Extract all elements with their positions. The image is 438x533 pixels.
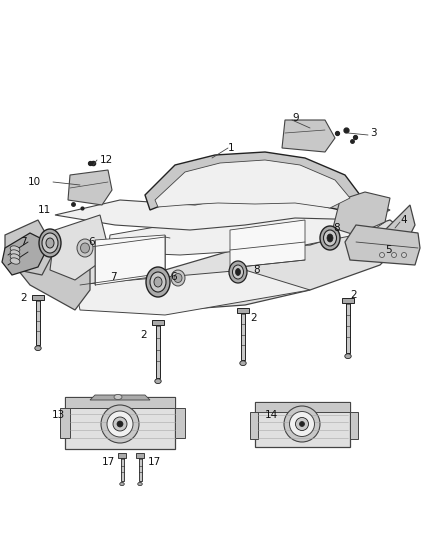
- Ellipse shape: [174, 273, 182, 282]
- Ellipse shape: [39, 229, 61, 257]
- Ellipse shape: [284, 406, 320, 442]
- Ellipse shape: [236, 269, 240, 276]
- Ellipse shape: [101, 405, 139, 443]
- Text: 2: 2: [250, 313, 257, 323]
- Text: 5: 5: [385, 245, 392, 255]
- Text: 11: 11: [38, 205, 51, 215]
- Ellipse shape: [171, 270, 185, 286]
- Ellipse shape: [392, 253, 396, 257]
- Polygon shape: [65, 397, 175, 408]
- Polygon shape: [55, 190, 390, 230]
- Ellipse shape: [81, 243, 89, 253]
- Text: 8: 8: [253, 265, 260, 275]
- Ellipse shape: [10, 250, 20, 256]
- Ellipse shape: [379, 253, 385, 257]
- Polygon shape: [138, 457, 141, 481]
- Ellipse shape: [138, 482, 142, 486]
- Polygon shape: [156, 325, 160, 378]
- Text: 2: 2: [20, 293, 27, 303]
- Ellipse shape: [345, 354, 351, 359]
- Ellipse shape: [155, 379, 161, 384]
- Ellipse shape: [117, 421, 123, 427]
- Polygon shape: [118, 453, 126, 457]
- Polygon shape: [155, 160, 350, 208]
- Text: 2: 2: [350, 290, 357, 300]
- Polygon shape: [75, 270, 310, 315]
- Ellipse shape: [113, 417, 127, 431]
- Polygon shape: [5, 220, 55, 275]
- Bar: [250, 412, 258, 439]
- Polygon shape: [230, 220, 305, 268]
- Ellipse shape: [146, 267, 170, 297]
- Bar: [175, 408, 185, 438]
- Text: 7: 7: [110, 272, 117, 282]
- Text: 4: 4: [400, 215, 406, 225]
- Polygon shape: [333, 192, 390, 235]
- Polygon shape: [152, 320, 164, 325]
- Polygon shape: [50, 215, 110, 280]
- Polygon shape: [18, 245, 90, 310]
- Bar: [65, 397, 175, 449]
- Ellipse shape: [240, 361, 246, 366]
- Polygon shape: [136, 453, 144, 457]
- Polygon shape: [237, 308, 249, 313]
- Text: 8: 8: [333, 223, 339, 233]
- Text: 14: 14: [265, 410, 278, 420]
- Ellipse shape: [42, 233, 58, 253]
- Text: 6: 6: [88, 237, 95, 247]
- Polygon shape: [95, 235, 165, 285]
- Polygon shape: [120, 457, 124, 481]
- Ellipse shape: [296, 417, 308, 431]
- Text: 6: 6: [170, 272, 177, 282]
- Ellipse shape: [10, 254, 20, 260]
- Text: 7: 7: [20, 237, 27, 247]
- Ellipse shape: [320, 226, 340, 250]
- Ellipse shape: [107, 411, 133, 437]
- Polygon shape: [108, 215, 385, 255]
- Bar: [255, 402, 350, 447]
- Polygon shape: [68, 170, 112, 205]
- Polygon shape: [372, 205, 415, 255]
- Text: 12: 12: [100, 155, 113, 165]
- Ellipse shape: [120, 482, 124, 486]
- Text: 17: 17: [102, 457, 115, 467]
- Ellipse shape: [77, 239, 93, 257]
- Ellipse shape: [35, 346, 41, 351]
- Ellipse shape: [324, 230, 336, 246]
- Ellipse shape: [114, 394, 122, 400]
- Polygon shape: [255, 402, 350, 412]
- Polygon shape: [241, 313, 245, 360]
- Polygon shape: [145, 152, 360, 210]
- Ellipse shape: [402, 253, 406, 257]
- Bar: [60, 408, 70, 438]
- Ellipse shape: [10, 258, 20, 264]
- Ellipse shape: [154, 277, 162, 287]
- Text: 3: 3: [370, 128, 377, 138]
- Ellipse shape: [233, 265, 244, 279]
- Ellipse shape: [150, 272, 166, 292]
- Ellipse shape: [327, 234, 333, 242]
- Bar: [350, 412, 358, 439]
- Polygon shape: [343, 298, 353, 303]
- Text: 1: 1: [228, 143, 235, 153]
- Ellipse shape: [290, 411, 314, 437]
- Ellipse shape: [46, 238, 54, 248]
- Ellipse shape: [300, 422, 304, 426]
- Ellipse shape: [229, 261, 247, 283]
- Polygon shape: [2, 233, 50, 275]
- Text: 2: 2: [140, 330, 147, 340]
- Text: 10: 10: [28, 177, 41, 187]
- Polygon shape: [25, 220, 410, 310]
- Polygon shape: [32, 295, 44, 300]
- Polygon shape: [36, 300, 40, 345]
- Polygon shape: [282, 120, 335, 152]
- Polygon shape: [90, 395, 150, 400]
- Ellipse shape: [10, 246, 20, 252]
- Text: 13: 13: [52, 410, 65, 420]
- Text: 17: 17: [148, 457, 161, 467]
- Polygon shape: [346, 303, 350, 353]
- Polygon shape: [345, 225, 420, 265]
- Text: 9: 9: [292, 113, 299, 123]
